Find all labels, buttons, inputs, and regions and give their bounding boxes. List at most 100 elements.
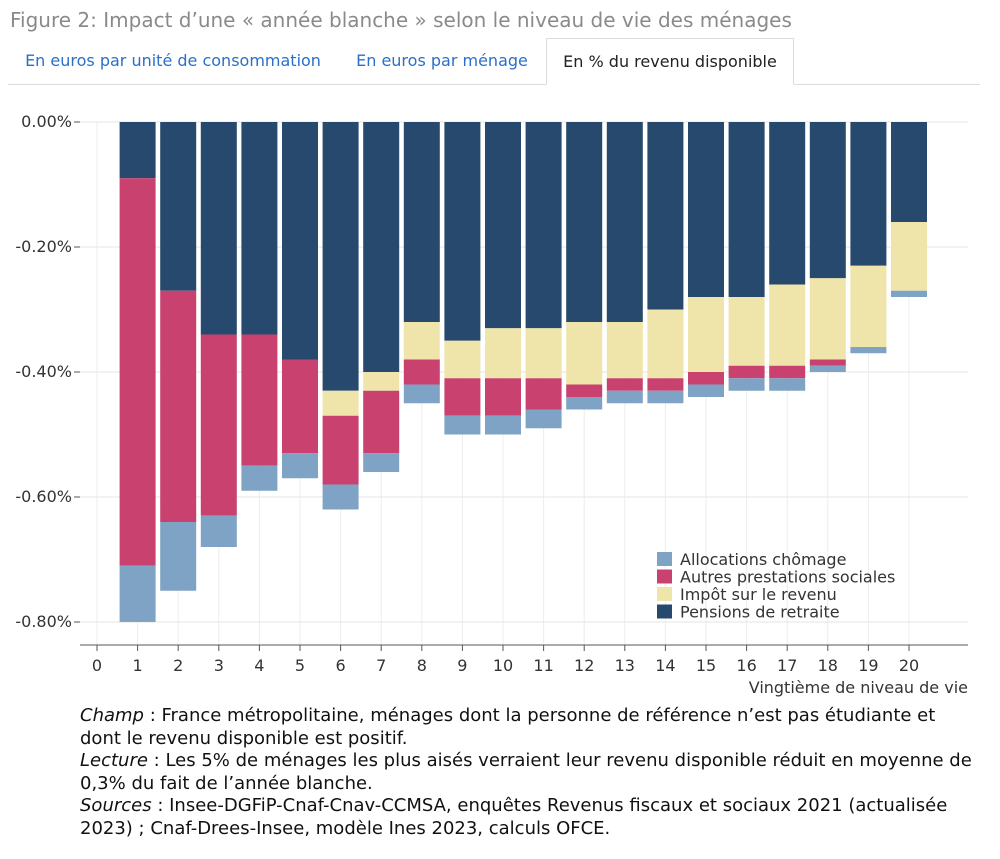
bar-segment xyxy=(119,122,156,179)
bar-segment xyxy=(566,384,603,397)
bar-segment xyxy=(322,390,359,416)
bar-segment xyxy=(688,297,724,372)
x-tick-label: 15 xyxy=(696,656,716,675)
bar-segment xyxy=(160,522,197,591)
bar-segment xyxy=(728,378,765,391)
bar-segment xyxy=(566,397,603,410)
bar-segment xyxy=(485,415,521,435)
bar-segment xyxy=(891,222,927,291)
note-sources-label: Sources xyxy=(80,795,152,816)
bar-segment xyxy=(322,484,359,510)
bar-segment xyxy=(241,122,278,335)
bar-segment xyxy=(403,359,440,385)
bar-segment xyxy=(119,178,156,566)
bar-segment xyxy=(363,390,400,454)
bar-segment xyxy=(363,372,400,391)
bar-segment xyxy=(606,390,643,404)
y-tick-label: -0.40% xyxy=(15,362,72,381)
tab-euros-par-uc[interactable]: En euros par unité de consommation xyxy=(25,51,321,70)
note-sources-text: : Insee-DGFiP-Cnaf-Cnav-CCMSA, enquêtes … xyxy=(80,795,948,839)
x-tick-label: 11 xyxy=(533,656,553,675)
axes: 0.00%-0.20%-0.40%-0.60%-0.80%0 1 2 3 4 5 6 7 8 9 1… xyxy=(15,112,968,675)
x-tick-label: 12 xyxy=(574,656,594,675)
x-tick-label: 2 xyxy=(173,656,183,675)
bar-segment xyxy=(363,122,400,372)
y-tick-label: -0.60% xyxy=(15,487,72,506)
bar-segment xyxy=(566,322,603,385)
bar-segment xyxy=(728,297,765,366)
bar-segment xyxy=(891,290,927,297)
bar-segment xyxy=(322,415,359,485)
bar-segment xyxy=(606,322,643,379)
bar-segment xyxy=(444,415,481,435)
x-tick-label: 7 xyxy=(376,656,386,675)
bar-segment xyxy=(160,290,197,522)
bar-segment xyxy=(647,309,684,379)
bar-segment xyxy=(119,565,156,622)
bar-segment xyxy=(769,365,806,379)
bar-segment xyxy=(200,122,237,335)
note-champ-text: : France métropolitaine, ménages dont la… xyxy=(80,705,936,749)
x-tick-label: 0 xyxy=(92,656,102,675)
x-tick-label: 5 xyxy=(295,656,305,675)
legend-swatch xyxy=(657,604,672,619)
x-tick-label: 19 xyxy=(858,656,878,675)
tab-euros-par-menage[interactable]: En euros par ménage xyxy=(356,51,528,70)
y-tick-label: -0.80% xyxy=(15,612,72,631)
bar-segment xyxy=(728,365,765,379)
bar-segment xyxy=(688,384,724,397)
bar-segment xyxy=(241,465,278,491)
stacked-bar-chart: 0.00%-0.20%-0.40%-0.60%-0.80%0 1 2 3 4 5 6 7 8 9 1… xyxy=(15,112,968,697)
bar-segment xyxy=(809,122,846,279)
bar-segment xyxy=(809,359,846,366)
bar-segment xyxy=(403,384,440,404)
bar-segment xyxy=(647,378,684,391)
x-tick-label: 17 xyxy=(777,656,797,675)
legend-swatch xyxy=(657,587,672,601)
bar-segment xyxy=(769,122,806,285)
bar-segment xyxy=(769,284,806,366)
legend-swatch xyxy=(657,552,672,566)
bar-segment xyxy=(241,334,278,466)
legend-label: Impôt sur le revenu xyxy=(680,585,837,604)
bar-segment xyxy=(850,347,887,354)
bar-segment xyxy=(485,122,521,329)
x-tick-label: 8 xyxy=(417,656,427,675)
bar-segment xyxy=(647,122,684,310)
bar-segment xyxy=(200,334,237,516)
y-tick-label: 0.00% xyxy=(21,112,72,131)
bar-segment xyxy=(850,122,887,266)
bar-segment xyxy=(688,372,724,385)
bar-segment xyxy=(444,378,481,416)
note-champ: Champ : France métropolitaine, ménages d… xyxy=(80,705,980,750)
bar-segment xyxy=(525,328,562,379)
bar-segment xyxy=(160,122,197,291)
bars xyxy=(119,122,927,622)
bar-segment xyxy=(606,378,643,391)
bar-segment xyxy=(850,265,887,347)
tab-pct-revenu-disponible[interactable]: En % du revenu disponible xyxy=(546,38,794,85)
legend-label: Allocations chômage xyxy=(680,550,846,569)
bar-segment xyxy=(282,453,318,479)
bar-segment xyxy=(282,122,318,360)
bar-segment xyxy=(769,378,806,391)
legend-label: Pensions de retraite xyxy=(680,603,840,622)
note-lecture: Lecture : Les 5% de ménages les plus ais… xyxy=(80,750,980,795)
x-tick-label: 6 xyxy=(336,656,346,675)
figure-notes: Champ : France métropolitaine, ménages d… xyxy=(80,705,980,840)
bar-segment xyxy=(728,122,765,297)
bar-segment xyxy=(485,378,521,416)
bar-segment xyxy=(403,122,440,322)
bar-segment xyxy=(322,122,359,391)
bar-segment xyxy=(444,340,481,379)
legend-swatch xyxy=(657,569,672,584)
bar-segment xyxy=(525,409,562,429)
x-tick-label: 3 xyxy=(214,656,224,675)
x-tick-label: 20 xyxy=(899,656,919,675)
bar-segment xyxy=(606,122,643,322)
y-tick-label: -0.20% xyxy=(15,237,72,256)
bar-segment xyxy=(809,278,846,360)
bar-segment xyxy=(485,328,521,379)
x-tick-label: 16 xyxy=(736,656,756,675)
